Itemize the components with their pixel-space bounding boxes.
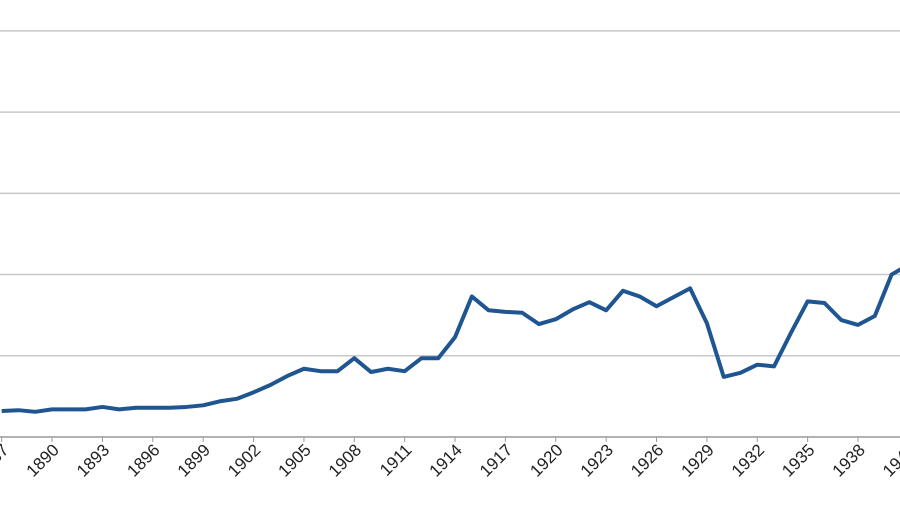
x-tick-label: 1929 — [678, 440, 718, 480]
x-tick-label: 1896 — [123, 440, 163, 480]
x-tick-label: 1923 — [577, 440, 617, 480]
x-tick-label: 1893 — [73, 440, 113, 480]
x-tick-label: 1941 — [879, 440, 900, 480]
x-tick-label: 1917 — [476, 440, 516, 480]
x-tick-label: 1887 — [0, 440, 13, 480]
x-tick-label: 1911 — [376, 440, 415, 479]
x-tick-label: 1938 — [829, 440, 869, 480]
x-tick-label: 1899 — [174, 440, 214, 480]
x-tick-label: 1908 — [325, 440, 365, 480]
x-tick-label: 1914 — [426, 440, 466, 480]
line — [1, 267, 900, 414]
x-tick-label: 1920 — [526, 440, 566, 480]
x-tick-label: 1932 — [728, 440, 768, 480]
x-tick-label: 1890 — [23, 440, 63, 480]
x-tick-label: 1905 — [275, 440, 315, 480]
x-tick-label: 1935 — [778, 440, 818, 480]
x-tick-label: 1926 — [627, 440, 667, 480]
x-tick-label: 1902 — [224, 440, 264, 480]
